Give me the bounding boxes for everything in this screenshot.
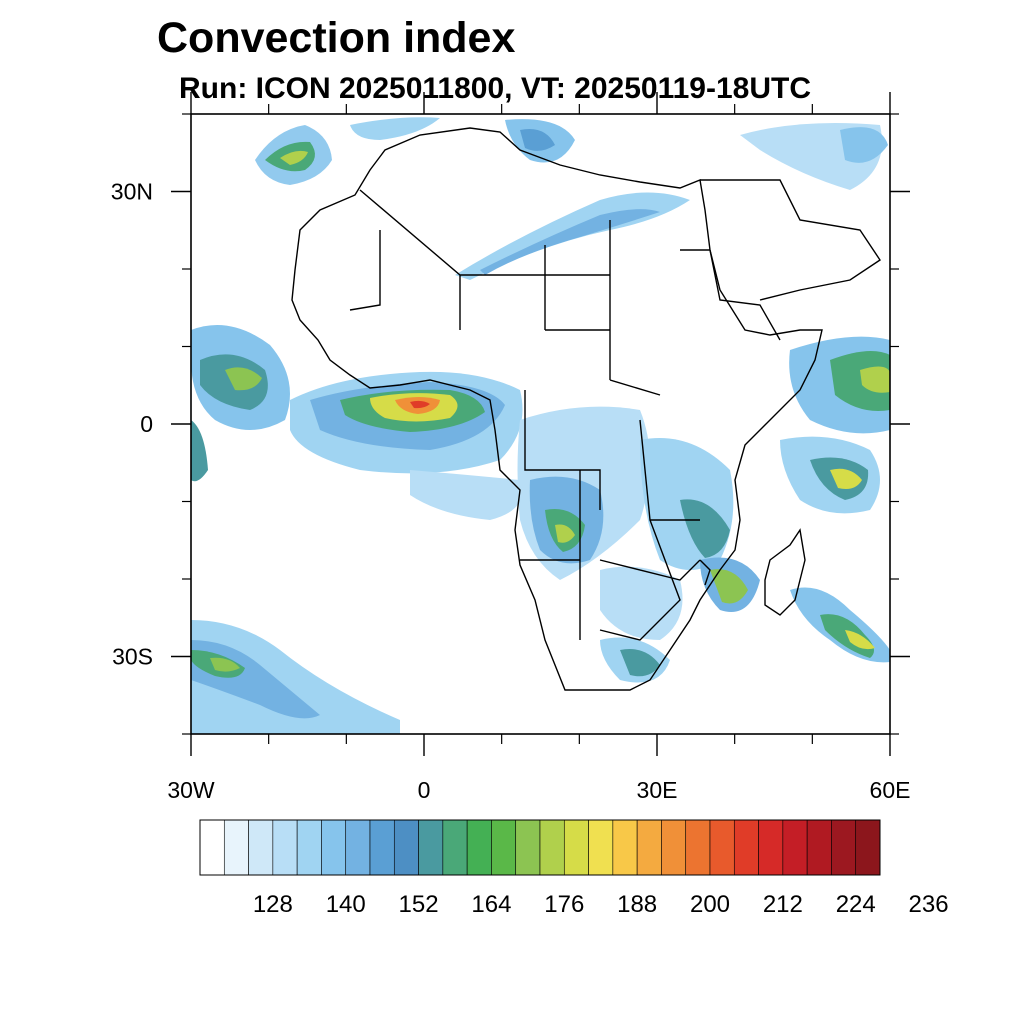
colorbar-swatch	[321, 819, 347, 876]
colorbar-swatch	[539, 819, 565, 876]
colorbar-label: 236	[909, 891, 949, 918]
lat-tick-label: 0	[140, 411, 153, 437]
colorbar-label: 128	[253, 891, 293, 918]
colorbar-label: 200	[690, 891, 730, 918]
colorbar-swatch	[223, 819, 249, 876]
colorbar-swatch	[685, 819, 711, 876]
colorbar-swatch	[466, 819, 492, 876]
colorbar-label: 188	[617, 891, 657, 918]
colorbar-label: 152	[399, 891, 439, 918]
colorbar-swatch	[418, 819, 444, 876]
colorbar-label: 176	[544, 891, 584, 918]
convection-field	[191, 117, 890, 734]
colorbar-swatch	[806, 819, 832, 876]
colorbar-swatch	[563, 819, 589, 876]
colorbar-label: 140	[326, 891, 366, 918]
colorbar-swatch	[248, 819, 274, 876]
colorbar-swatch	[733, 819, 759, 876]
colorbar-swatch	[758, 819, 784, 876]
colorbar-swatch	[199, 819, 225, 876]
lat-tick-label: 30S	[112, 644, 153, 670]
colorbar-label: 212	[763, 891, 803, 918]
colorbar-swatch	[345, 819, 371, 876]
lon-tick-label: 30W	[167, 777, 215, 803]
lon-tick-label: 30E	[637, 777, 678, 803]
colorbar-swatch	[855, 819, 881, 876]
map-axes: 30N 0 30S 30W 0 30E 60E	[111, 92, 911, 803]
map-title: Convection index	[157, 14, 516, 62]
colorbar-swatch	[782, 819, 808, 876]
colorbar-swatch	[661, 819, 687, 876]
lon-tick-label: 0	[418, 777, 431, 803]
colorbar-swatch	[515, 819, 541, 876]
colorbar: 128 140 152 164 176 188 200 212 224 236	[199, 819, 949, 918]
colorbar-swatch	[296, 819, 322, 876]
colorbar-swatch	[709, 819, 735, 876]
colorbar-swatch	[369, 819, 395, 876]
colorbar-swatch	[272, 819, 298, 876]
colorbar-label: 224	[836, 891, 876, 918]
map-subtitle: Run: ICON 2025011800, VT: 20250119-18UTC	[179, 72, 812, 105]
colorbar-swatch	[442, 819, 468, 876]
colorbar-swatch	[588, 819, 614, 876]
coastlines	[291, 127, 881, 691]
colorbar-swatch	[612, 819, 638, 876]
lat-tick-label: 30N	[111, 179, 153, 205]
colorbar-swatch	[831, 819, 857, 876]
colorbar-swatch	[636, 819, 662, 876]
colorbar-swatch	[393, 819, 419, 876]
colorbar-swatch	[491, 819, 517, 876]
colorbar-label: 164	[471, 891, 511, 918]
colorbar-frame	[199, 819, 881, 876]
lon-tick-label: 60E	[870, 777, 911, 803]
